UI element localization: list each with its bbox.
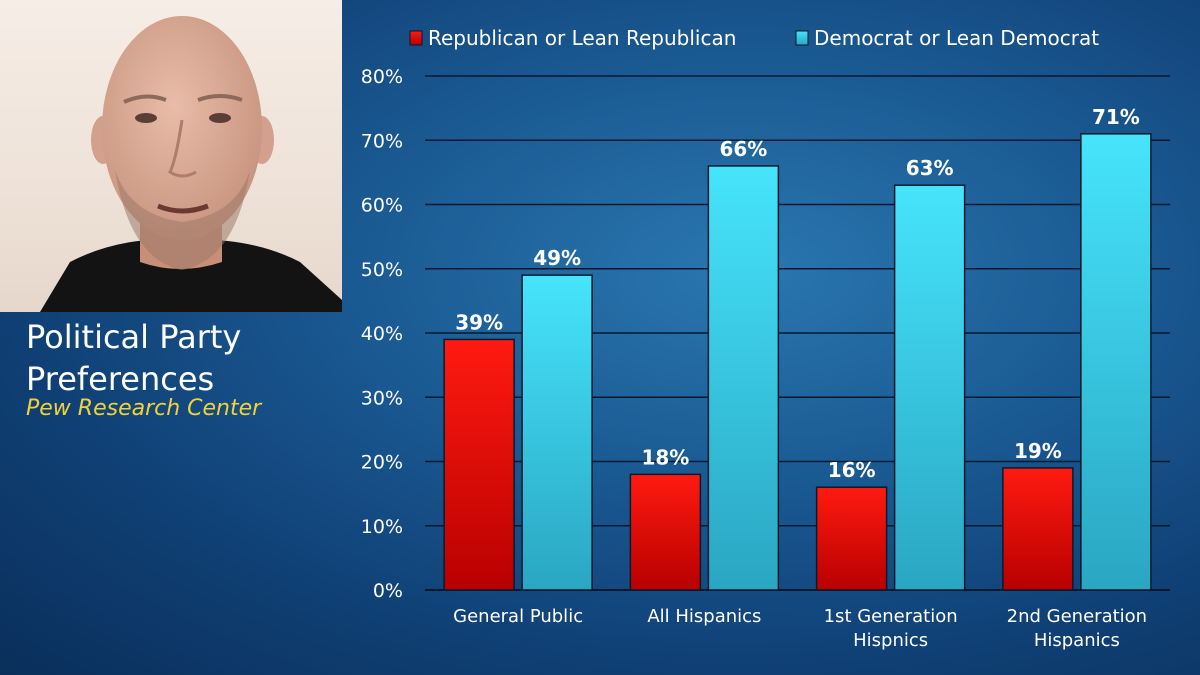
data-label: 49%	[533, 246, 581, 270]
democrat-bar	[1080, 133, 1152, 591]
republican-bar	[1002, 467, 1074, 591]
y-tick-label: 20%	[361, 452, 403, 474]
data-label: 19%	[1014, 439, 1062, 463]
y-tick-label: 10%	[361, 516, 403, 538]
x-category-label: General Public	[453, 606, 583, 627]
chart-bars	[443, 133, 1152, 591]
presenter-video	[0, 0, 342, 312]
y-tick-label: 60%	[361, 195, 403, 217]
democrat-bar	[521, 274, 593, 591]
data-labels: 39% 49% 18% 66% 16% 63% 19% 71%	[455, 105, 1140, 482]
democrat-legend-swatch	[795, 30, 809, 46]
democrat-bar	[707, 165, 780, 591]
y-tick-label: 50%	[361, 259, 403, 281]
presenter-portrait	[40, 16, 342, 312]
data-label: 16%	[828, 458, 876, 482]
y-tick-label: 40%	[361, 323, 403, 345]
data-label: 66%	[719, 137, 767, 161]
x-category-label: All Hispanics	[647, 606, 761, 627]
republican-bar	[629, 473, 702, 591]
chart-legend: Republican or Lean Republican Democrat or…	[409, 26, 1099, 50]
republican-bar	[443, 338, 515, 591]
y-axis: 0% 10% 20% 30% 40% 50% 60% 70% 80%	[361, 66, 403, 602]
x-category-label: 1st Generation Hispnics	[824, 606, 958, 651]
data-label: 18%	[641, 445, 689, 469]
data-label: 71%	[1092, 105, 1140, 129]
x-category-label: 2nd Generation Hispanics	[1007, 606, 1147, 651]
democrat-bar	[893, 184, 966, 591]
y-tick-label: 30%	[361, 387, 403, 409]
data-label: 39%	[455, 310, 503, 334]
legend-label: Republican or Lean Republican	[428, 26, 736, 50]
slide-title: Political Party Preferences	[26, 318, 242, 398]
slide-source: Pew Research Center	[26, 396, 262, 421]
republican-bar	[815, 486, 888, 591]
data-label: 63%	[906, 156, 954, 180]
y-tick-label: 80%	[361, 66, 403, 88]
legend-label: Democrat or Lean Democrat	[814, 26, 1099, 50]
x-axis: General Public All Hispanics 1st Generatio…	[453, 606, 1147, 651]
republican-legend-swatch	[409, 30, 423, 46]
y-tick-label: 70%	[361, 130, 403, 152]
y-tick-label: 0%	[373, 580, 403, 602]
